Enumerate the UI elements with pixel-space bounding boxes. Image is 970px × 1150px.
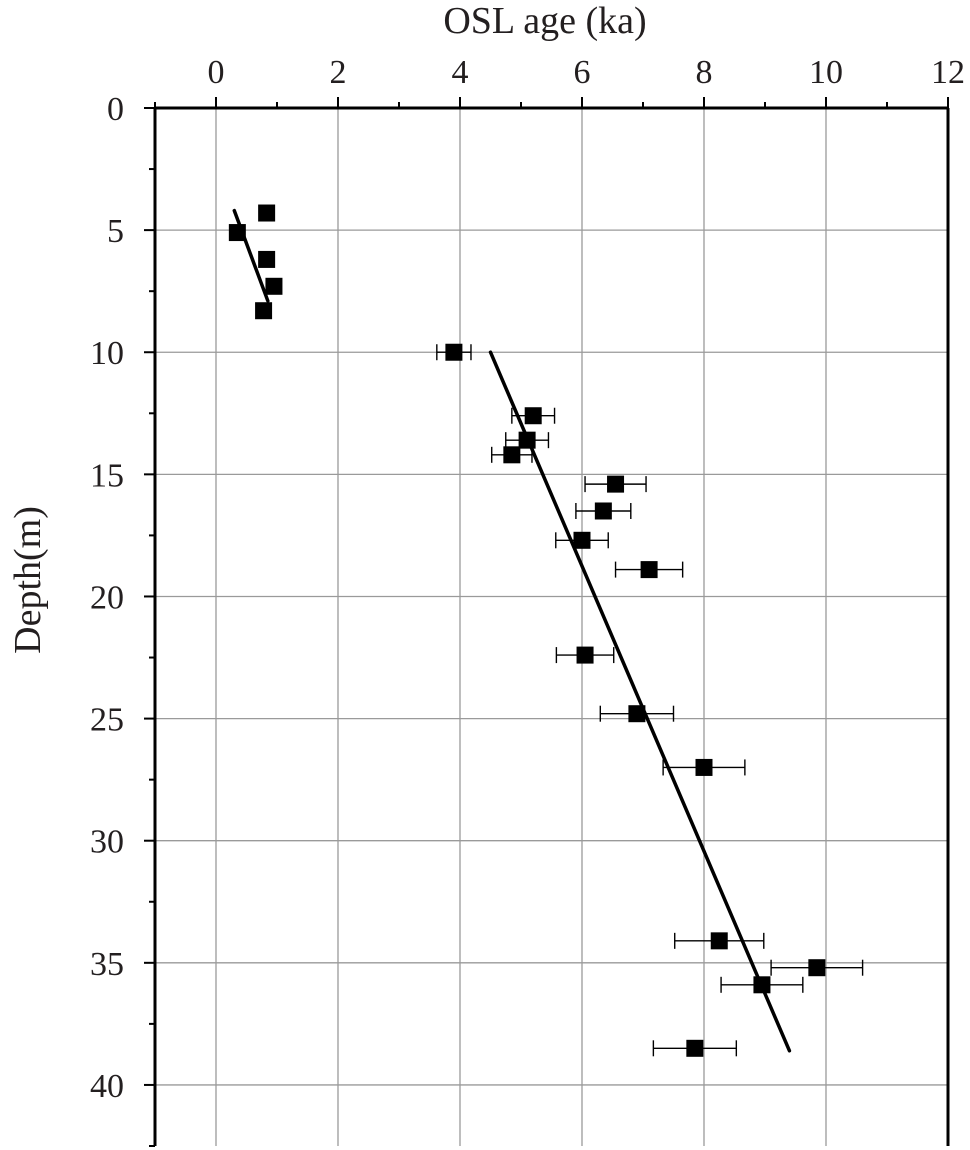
y-tick-label: 20 [90,579,124,616]
x-tick-label: 8 [696,54,713,91]
data-points [228,204,826,1057]
regression-lines [232,208,792,1053]
y-tick-label: 5 [107,213,124,250]
data-point [686,1039,704,1057]
data-point [607,475,625,493]
data-point [445,343,463,361]
data-point [518,431,536,449]
data-point [594,502,612,520]
fit-line [488,350,792,1053]
y-tick-label: 40 [90,1068,124,1105]
x-tick-label: 4 [452,54,469,91]
x-axis-title: OSL age (ka) [443,0,646,42]
y-tick-label: 15 [90,457,124,494]
data-point [524,407,542,425]
x-tick-label: 2 [330,54,347,91]
data-point [695,758,713,776]
tick-labels: 0 2 4 6 8 10 12 0 5 10 15 20 25 30 35 40 [90,54,965,1105]
data-point [576,646,594,664]
data-point [753,976,771,994]
data-point [808,959,826,977]
x-tick-label: 10 [809,54,843,91]
data-point [503,446,521,464]
y-tick-label: 30 [90,824,124,861]
y-tick-label: 10 [90,335,124,372]
axes [144,97,950,1147]
data-point [265,277,283,295]
data-point [710,932,728,950]
x-tick-label: 6 [574,54,591,91]
data-point [258,250,276,268]
y-tick-label: 25 [90,702,124,739]
data-point [640,561,658,579]
y-tick-label: 0 [107,91,124,128]
error-bars [231,205,864,1057]
x-tick-label: 0 [208,54,225,91]
data-point [228,224,246,242]
x-tick-label: 12 [931,54,965,91]
y-tick-label: 35 [90,946,124,983]
data-point [573,531,591,549]
y-axis-title: Depth(m) [7,506,49,654]
data-point [258,204,276,222]
data-point [255,302,273,320]
data-point [628,705,646,723]
